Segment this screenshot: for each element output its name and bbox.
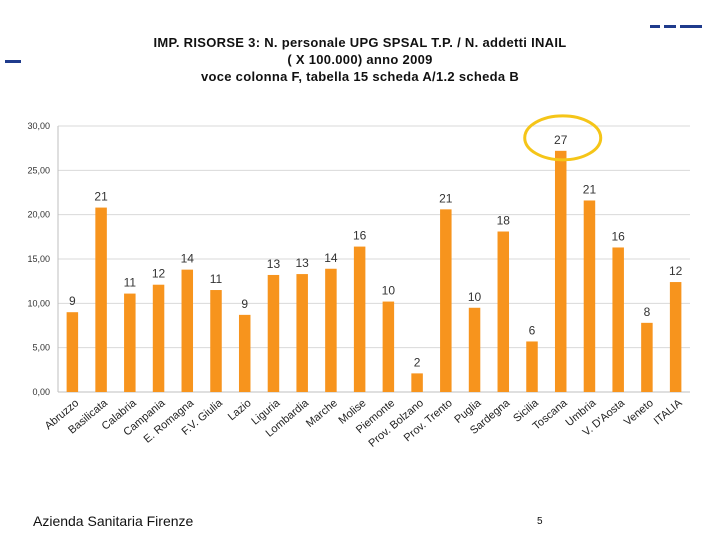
- data-label: 6: [529, 323, 536, 337]
- bar: [325, 268, 337, 392]
- left-accent-bar: [5, 60, 21, 63]
- data-label: 9: [69, 294, 76, 308]
- highlight-circle: [523, 114, 603, 162]
- page-number: 5: [537, 516, 543, 527]
- bar: [95, 207, 107, 392]
- data-label: 11: [124, 276, 137, 290]
- bar: [468, 307, 481, 392]
- bar: [267, 274, 280, 392]
- y-tick-label: 10,00: [27, 298, 50, 308]
- data-label: 16: [353, 229, 367, 243]
- bar: [583, 200, 596, 392]
- data-label: 10: [382, 284, 396, 298]
- slide-title: IMP. RISORSE 3: N. personale UPG SPSAL T…: [80, 34, 640, 85]
- bar: [238, 314, 251, 392]
- data-label: 21: [583, 182, 597, 196]
- data-label: 21: [94, 190, 108, 204]
- data-label: 10: [468, 290, 482, 304]
- data-label: 21: [439, 191, 453, 205]
- bar: [353, 246, 366, 392]
- bar: [296, 274, 308, 392]
- bar: [641, 322, 653, 392]
- bar: [124, 293, 136, 392]
- data-label: 14: [324, 251, 338, 265]
- data-label: 8: [644, 305, 651, 319]
- bar: [669, 282, 682, 392]
- bar: [411, 373, 423, 392]
- bar: [526, 341, 538, 392]
- data-label: 12: [669, 264, 683, 278]
- data-label: 13: [267, 257, 281, 271]
- data-label: 27: [554, 133, 568, 147]
- data-label: 16: [612, 229, 626, 243]
- bar: [210, 290, 222, 392]
- data-label: 9: [241, 297, 248, 311]
- data-label: 12: [152, 267, 166, 281]
- x-tick-label: Veneto: [622, 397, 656, 428]
- bar: [382, 301, 395, 392]
- bar: [66, 312, 79, 392]
- bar: [612, 247, 624, 392]
- y-tick-label: 15,00: [27, 254, 50, 264]
- x-tick-label: Marche: [304, 397, 340, 430]
- title-line-1: IMP. RISORSE 3: N. personale UPG SPSAL T…: [153, 35, 567, 50]
- bar: [554, 150, 567, 392]
- y-tick-label: 30,00: [27, 121, 50, 131]
- y-tick-label: 0,00: [32, 387, 50, 397]
- top-right-accent-bar-3: [680, 25, 702, 28]
- top-right-accent-bar-1: [650, 25, 660, 28]
- footer-organization: Azienda Sanitaria Firenze: [33, 513, 194, 529]
- data-label: 13: [296, 256, 310, 270]
- data-label: 14: [181, 252, 195, 266]
- bar: [152, 284, 165, 392]
- y-tick-label: 25,00: [27, 165, 50, 175]
- y-tick-label: 20,00: [27, 210, 50, 220]
- bar: [497, 231, 510, 392]
- top-right-accent-bar-2: [664, 25, 676, 28]
- title-line-2: ( X 100.000) anno 2009: [287, 52, 433, 67]
- bar: [181, 269, 194, 392]
- data-label: 2: [414, 355, 421, 369]
- y-tick-label: 5,00: [32, 343, 50, 353]
- bar: [440, 209, 452, 392]
- data-label: 11: [210, 272, 223, 286]
- x-tick-label: ITALIA: [652, 397, 685, 428]
- data-label: 18: [497, 214, 511, 228]
- title-line-3: voce colonna F, tabella 15 scheda A/1.2 …: [200, 69, 520, 84]
